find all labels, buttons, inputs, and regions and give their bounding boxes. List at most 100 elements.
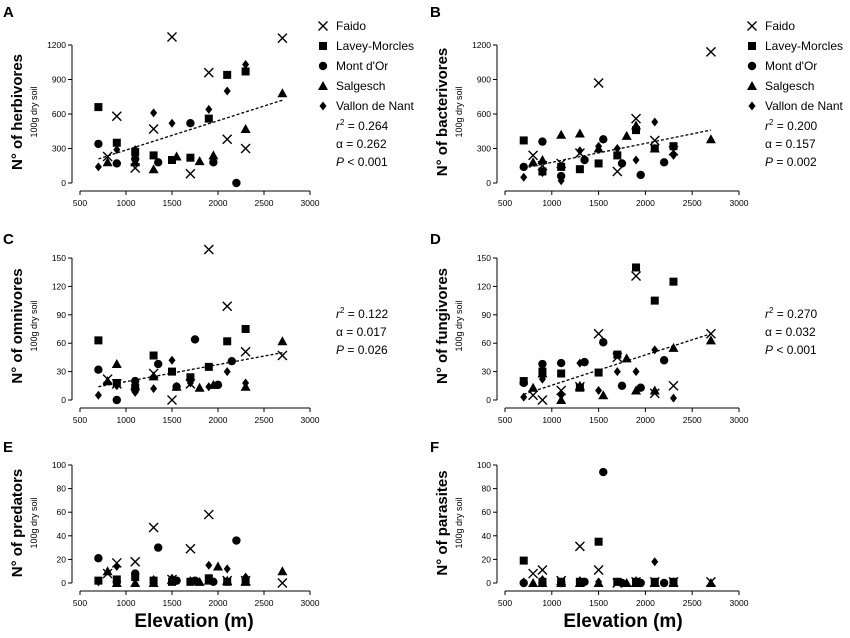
legend-marker-lavey-morcles — [319, 42, 327, 50]
y-tick-label: 40 — [57, 531, 67, 541]
panel-a: A N° of herbivores 100g dry soil 0 300 600… — [3, 4, 414, 208]
x-tick-label: 2000 — [209, 598, 228, 608]
ylabel-omnivores: N° of omnivores — [9, 268, 26, 383]
point-faido — [528, 390, 539, 401]
point-vallon-de-nant — [150, 574, 158, 584]
point-mont-d-or — [112, 395, 122, 405]
point-salgesch — [171, 151, 182, 161]
point-vallon-de-nant — [168, 573, 176, 583]
point-vallon-de-nant — [205, 382, 213, 392]
point-lavey-morcles — [149, 351, 158, 360]
x-tick-label: 1500 — [163, 198, 182, 208]
point-salgesch — [574, 128, 585, 138]
stat-p-d: P < 0.001 — [765, 343, 817, 357]
point-vallon-de-nant — [205, 560, 213, 570]
stat-alpha-a: α = 0.262 — [336, 137, 387, 151]
legend-item-salgesch: Salgesch — [318, 79, 385, 93]
y-tick-label: 80 — [482, 484, 492, 494]
y-tick-label: 1200 — [47, 40, 66, 50]
trendline-c — [98, 352, 283, 388]
point-vallon-de-nant — [538, 168, 546, 178]
y-tick-label: 90 — [57, 310, 67, 320]
point-vallon-de-nant — [595, 386, 603, 396]
legend-triangle-icon — [747, 81, 757, 90]
legend-marker-mont-d-or — [318, 61, 328, 71]
point-faido — [148, 123, 159, 134]
point-faido — [556, 385, 567, 396]
point-faido — [240, 143, 251, 154]
point-mont-d-or — [636, 383, 645, 392]
point-mont-d-or — [112, 159, 122, 168]
point-salgesch — [277, 566, 288, 576]
x-tick-label: 500 — [73, 415, 87, 425]
point-vallon-de-nant — [150, 108, 158, 118]
point-lavey-morcles — [613, 350, 622, 359]
legend-marker-lavey-morcles — [748, 42, 756, 50]
y-tick-label: 600 — [52, 109, 66, 119]
point-faido — [631, 270, 642, 281]
panel-letter-c: C — [3, 231, 14, 248]
point-salgesch — [598, 390, 609, 400]
ylabel-fungivores: N° of fungivores — [434, 268, 451, 384]
point-faido — [102, 151, 113, 162]
point-salgesch — [102, 566, 113, 576]
point-faido — [537, 565, 548, 576]
point-faido — [528, 568, 539, 579]
point-vallon-de-nant — [576, 576, 584, 586]
x-tick-label: 2000 — [636, 598, 655, 608]
point-lavey-morcles — [594, 537, 603, 546]
point-vallon-de-nant — [632, 367, 640, 377]
legend-label-mont-dor: Mont d'Or — [336, 59, 388, 73]
point-faido — [537, 395, 548, 405]
point-vallon-de-nant — [669, 393, 677, 403]
x-tick-label: 1000 — [117, 598, 136, 608]
x-tick-label: 3000 — [301, 598, 320, 608]
point-salgesch — [621, 130, 632, 140]
x-tick-label: 2500 — [683, 198, 702, 208]
point-vallon-de-nant — [223, 86, 231, 96]
ylabel-unit: 100g dry soil — [454, 497, 464, 548]
point-vallon-de-nant — [576, 358, 584, 368]
point-lavey-morcles — [149, 151, 158, 160]
ylabel-unit: 100g dry soil — [454, 300, 464, 351]
point-faido — [705, 46, 716, 57]
y-tick-label: 0 — [486, 395, 491, 405]
ylabel-unit: 100g dry soil — [29, 86, 39, 137]
legend-item-lavey-morcles: Lavey-Morcles — [319, 39, 414, 53]
point-vallon-de-nant — [669, 150, 677, 160]
point-faido — [130, 556, 141, 567]
legend-marker-vallon-de-nant — [748, 101, 756, 111]
legend-label-lavey-morcles: Lavey-Morcles — [765, 39, 843, 53]
legend-item-vallon-de-nant: Vallon de Nant — [748, 99, 843, 113]
point-vallon-de-nant — [520, 172, 528, 182]
y-tick-label: 300 — [477, 144, 491, 154]
point-vallon-de-nant — [520, 392, 528, 402]
stat-p-b: P = 0.002 — [765, 155, 817, 169]
y-tick-label: 0 — [61, 395, 66, 405]
x-tick-label: 1000 — [117, 415, 136, 425]
panel-letter-f: F — [430, 439, 439, 456]
trend-line — [98, 99, 283, 160]
legend-label-salgesch: Salgesch — [765, 79, 814, 93]
point-vallon-de-nant — [131, 387, 139, 397]
point-mont-d-or — [154, 158, 163, 167]
point-faido — [593, 328, 604, 339]
point-vallon-de-nant — [242, 378, 250, 388]
point-salgesch — [130, 578, 141, 587]
point-mont-d-or — [599, 135, 608, 144]
point-lavey-morcles — [575, 165, 584, 174]
axes-f: 0 20 40 60 80 100 500 1000 1500 2000 2500 3000 — [477, 460, 749, 608]
point-salgesch — [528, 578, 539, 587]
point-vallon-de-nant — [538, 574, 546, 584]
stat-r2-c: r2 = 0.122 — [336, 306, 388, 321]
x-tick-label: 2000 — [636, 198, 655, 208]
legend-triangle-icon — [318, 81, 328, 90]
point-salgesch — [102, 157, 113, 167]
ylabel-parasites: N° of parasites — [434, 470, 451, 575]
legend-label-faido: Faido — [765, 19, 795, 33]
point-vallon-de-nant — [632, 155, 640, 165]
legend-marker-faido — [318, 21, 328, 31]
point-salgesch — [194, 382, 205, 392]
point-salgesch — [171, 381, 182, 391]
stats-b: r2 = 0.200 α = 0.157 P = 0.002 — [765, 118, 817, 169]
